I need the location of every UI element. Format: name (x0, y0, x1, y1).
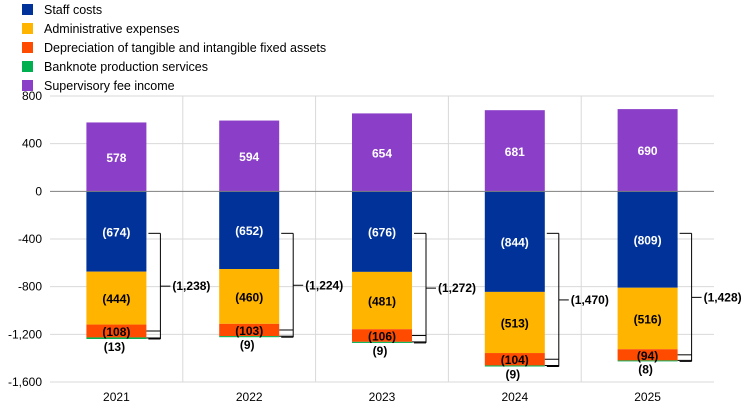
bar-admin (617, 287, 678, 350)
y-tick-label: -1,600 (8, 375, 42, 389)
y-tick-label: 0 (35, 184, 42, 198)
bar-depr (352, 329, 412, 342)
data-label: (516) (634, 312, 662, 326)
total-label: (1,238) (172, 279, 210, 293)
data-label: (104) (501, 353, 529, 367)
y-tick-label: -1,200 (8, 327, 42, 341)
data-label: (103) (235, 324, 263, 338)
x-tick-label: 2021 (103, 390, 130, 404)
bar-admin (352, 271, 412, 330)
data-label: 578 (106, 151, 126, 165)
data-label: (809) (634, 234, 662, 248)
bar-banknote (617, 360, 678, 362)
legend-label: Administrative expenses (44, 21, 180, 36)
legend-swatch (22, 23, 33, 34)
legend-label: Banknote production services (44, 59, 208, 74)
y-tick-label: 800 (22, 89, 42, 103)
data-label: (13) (104, 340, 125, 354)
bar-supervisory-fee-income (352, 113, 412, 192)
bar-supervisory-fee-income (617, 109, 678, 192)
bar-staff (219, 191, 280, 270)
bar-supervisory-fee-income (219, 120, 280, 192)
data-label: 690 (638, 144, 658, 158)
chart-legend: Staff costs Administrative expenses Depr… (22, 0, 326, 95)
data-label: (9) (505, 368, 520, 382)
bar-depr (86, 324, 147, 338)
total-label: (1,470) (571, 293, 609, 307)
bar-staff (86, 191, 147, 272)
x-tick-label: 2023 (369, 390, 396, 404)
y-tick-label: -400 (18, 232, 42, 246)
data-label: (9) (373, 344, 388, 358)
legend-label: Supervisory fee income (44, 78, 175, 93)
bar-admin (219, 269, 280, 324)
bar-banknote (86, 337, 147, 339)
x-tick-label: 2024 (501, 390, 528, 404)
data-label: 681 (505, 145, 525, 159)
data-label: (94) (637, 349, 658, 363)
bar-depr (617, 349, 678, 361)
data-label: (106) (368, 330, 396, 344)
data-label: (844) (501, 236, 529, 250)
legend-swatch (22, 61, 33, 72)
data-label: (513) (501, 316, 529, 330)
legend-label: Depreciation of tangible and intangible … (44, 40, 327, 55)
legend-label: Staff costs (44, 2, 103, 17)
legend-item-depreciation: Depreciation of tangible and intangible … (22, 38, 326, 57)
data-label: (8) (638, 362, 653, 376)
legend-swatch (22, 80, 33, 91)
legend-item-banknote-production: Banknote production services (22, 57, 326, 76)
data-label: (674) (102, 225, 130, 239)
data-label: (9) (240, 338, 255, 352)
legend-swatch (22, 4, 33, 15)
bar-staff (484, 191, 545, 292)
total-label: (1,272) (438, 281, 476, 295)
bar-supervisory-fee-income (484, 110, 545, 192)
y-tick-label: 400 (22, 137, 42, 151)
bar-banknote (352, 341, 412, 343)
legend-item-staff-costs: Staff costs (22, 0, 326, 19)
legend-swatch (22, 42, 33, 53)
x-tick-label: 2025 (634, 390, 661, 404)
bar-staff (617, 191, 678, 288)
bar-banknote (484, 365, 545, 367)
data-label: (676) (368, 226, 396, 240)
legend-item-supervisory-fee-income: Supervisory fee income (22, 76, 326, 95)
bar-admin (484, 291, 545, 354)
total-label: (1,224) (305, 278, 343, 292)
bar-depr (219, 323, 280, 337)
data-label: (444) (102, 292, 130, 306)
y-tick-label: -800 (18, 280, 42, 294)
bar-supervisory-fee-income (86, 122, 147, 192)
data-label: 594 (239, 150, 259, 164)
bar-admin (86, 271, 147, 325)
data-label: (108) (102, 325, 130, 339)
bar-depr (484, 353, 545, 366)
bar-banknote (219, 336, 280, 338)
total-label: (1,428) (704, 290, 742, 304)
legend-item-administrative-expenses: Administrative expenses (22, 19, 326, 38)
data-label: (481) (368, 295, 396, 309)
data-label: (652) (235, 224, 263, 238)
data-label: 654 (372, 146, 392, 160)
bar-staff (352, 191, 412, 272)
x-tick-label: 2022 (236, 390, 263, 404)
data-label: (460) (235, 290, 263, 304)
